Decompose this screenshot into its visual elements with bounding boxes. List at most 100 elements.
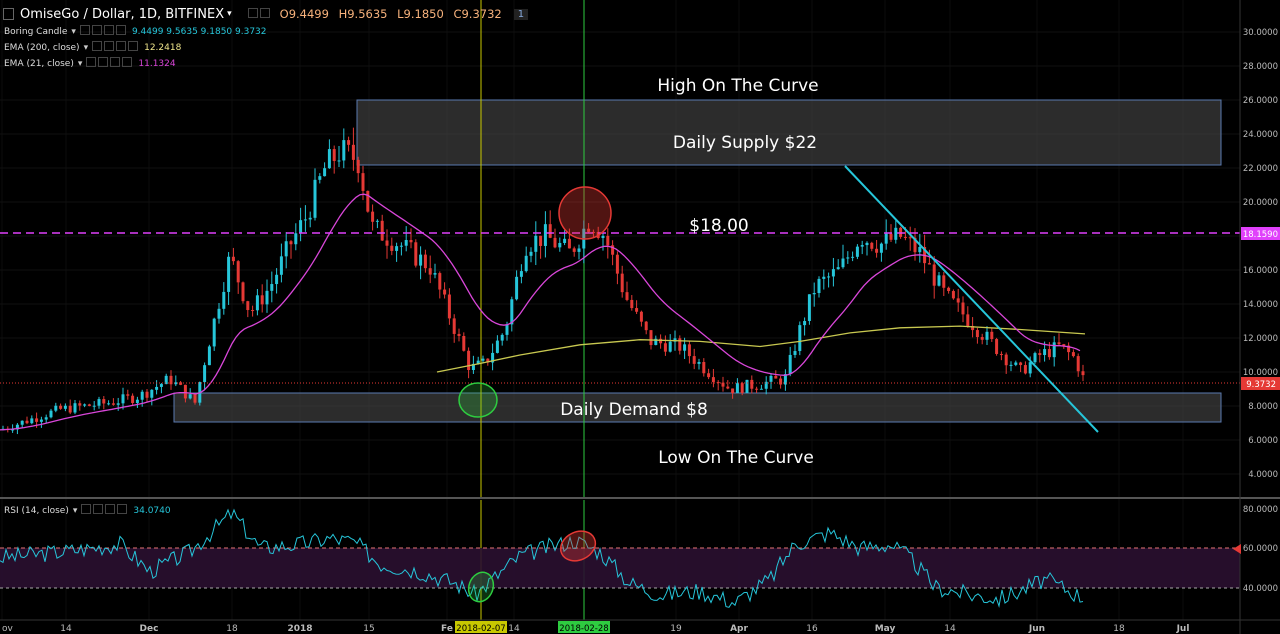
candle-body [404,240,408,246]
time-axis-label: 19 [670,624,682,634]
price-axis-label: 20.0000 [1243,198,1278,208]
candle-body [1047,349,1051,358]
candle-body [505,324,509,335]
rsi-legend[interactable]: RSI (14, close) ▾ 34.0740 [4,504,171,517]
candle-body [443,289,447,295]
indicator-3-name[interactable]: EMA (21, close) [4,58,74,69]
indicator-3-icons[interactable] [86,57,134,70]
ema-200-line[interactable] [436,325,1086,373]
candle-body [366,190,370,212]
candle-body [164,375,168,385]
rsi-band [0,548,1240,588]
candle-body [145,391,149,398]
time-axis-label: 16 [806,624,818,634]
candle-body [687,344,691,357]
circle-green-rsi[interactable] [465,569,498,605]
candle-body [227,256,231,292]
ema-21-line[interactable] [0,193,1081,431]
trendline[interactable] [844,165,1099,433]
candle-body [356,159,360,174]
candle-body [121,394,125,404]
candle-body [591,231,595,233]
header-settings-icons[interactable] [247,7,272,21]
price-axis-label: 26.0000 [1243,96,1278,106]
circle-red-rsi[interactable] [556,526,600,567]
chevron-down-icon[interactable]: ▾ [83,42,89,53]
low-value: L9.1850 [397,7,444,21]
candle-body [481,358,485,361]
alerts-count[interactable]: 1 [513,8,529,20]
chevron-down-icon[interactable]: ▾ [71,26,76,37]
chevron-down-icon[interactable]: ▾ [77,58,83,69]
indicator-row-3[interactable]: EMA (21, close) ▾ 11.1324 [4,57,176,70]
indicator-1-icons[interactable] [79,25,128,38]
rsi-axis[interactable]: 80.0000 60.0000 40.0000 [1243,505,1278,594]
time-axis-label: Jun [1028,624,1045,634]
candle-body [529,251,533,256]
candle-body [927,263,931,265]
time-axis-label: 18 [1113,624,1125,634]
candle-body [971,325,975,331]
circle-red-price[interactable] [558,186,612,240]
candle-body [524,255,528,272]
chevron-down-icon[interactable]: ▾ [72,505,78,516]
candle-body [11,429,15,431]
high-on-curve-text: High On The Curve [657,76,818,96]
candle-body [884,233,888,244]
candle-body [318,176,322,180]
candle-body [1057,342,1061,345]
candle-body [457,333,461,336]
candle-body [539,235,543,246]
time-axis[interactable]: ov 14 Dec 18 2018 15 Fe 2018-02-07 14 2018-02-28 1… [2,621,1189,634]
price-axis-label: 10.0000 [1243,368,1278,378]
indicator-2-name[interactable]: EMA (200, close) [4,42,80,53]
candle-body [486,358,490,363]
rsi-line[interactable] [0,508,1084,608]
indicator-1-name[interactable]: Boring Candle [4,26,68,37]
rsi-name[interactable]: RSI (14, close) [4,505,69,516]
candle-body [985,331,989,340]
candle-body [438,273,442,290]
candle-body [663,343,667,352]
candle-body [711,377,715,383]
time-axis-label: Fe [441,624,453,634]
candle-body [702,362,706,374]
candle-body [558,242,562,248]
candle-body [207,346,211,366]
candle-body [975,330,979,338]
candle-body [20,420,24,425]
candle-body [361,173,365,191]
candle-body [620,273,624,293]
candle-body [428,268,432,275]
chart-header: OmiseGo / Dollar, 1D, BITFINEX ▾ O9.4499… [0,6,529,22]
demand-zone[interactable] [173,392,1222,423]
candle-body [380,220,384,241]
candle-body [169,375,173,385]
candle-body [822,276,826,279]
time-axis-label: 14 [944,624,956,634]
rsi-icons[interactable] [81,504,129,517]
candle-body [779,378,783,385]
supply-zone[interactable] [356,99,1222,166]
candle-body [1043,349,1047,356]
price-axis-label: 4.0000 [1248,470,1278,480]
candle-body [1076,356,1080,372]
candle-body [519,271,523,277]
indicator-row-2[interactable]: EMA (200, close) ▾ 12.2418 [4,41,181,54]
candle-body [83,404,87,406]
candle-body [423,254,427,269]
symbol-dropdown-icon[interactable]: ▾ [227,9,232,19]
indicator-row-1[interactable]: Boring Candle ▾ 9.4499 9.5635 9.1850 9.3… [4,25,267,38]
indicator-2-icons[interactable] [92,41,140,54]
symbol-title[interactable]: OmiseGo / Dollar, 1D, BITFINEX [20,6,225,22]
candle-body [102,399,106,404]
candle-body [126,394,130,396]
rsi-axis-label: 40.0000 [1243,584,1278,594]
candle-body [97,399,101,406]
candle-body [212,318,216,347]
circle-green-price[interactable] [458,382,498,418]
collapse-icon[interactable] [3,8,14,20]
candle-body [433,273,437,275]
candle-body [289,241,293,245]
